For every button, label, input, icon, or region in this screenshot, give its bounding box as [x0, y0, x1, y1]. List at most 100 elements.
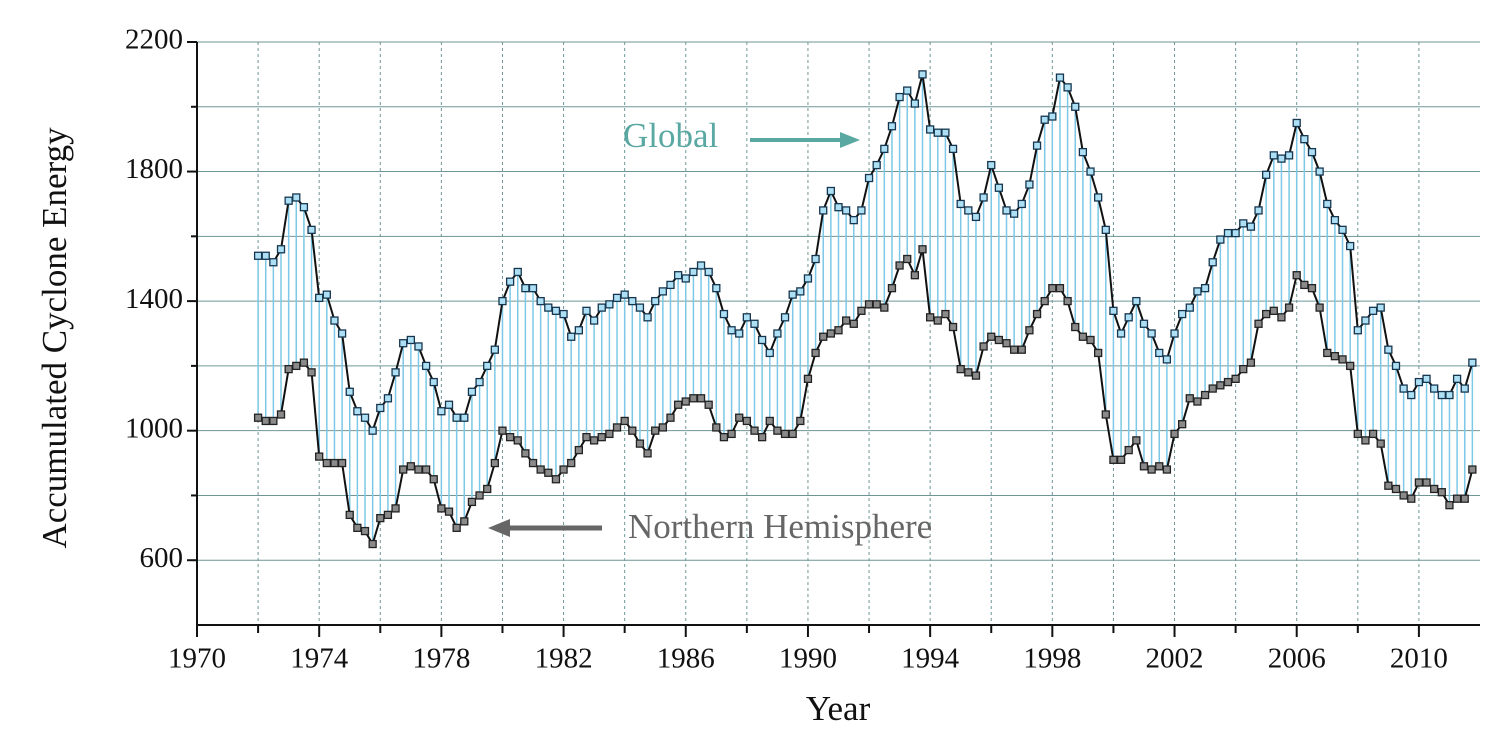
marker [880, 144, 889, 154]
marker [452, 523, 461, 532]
marker [475, 377, 484, 387]
marker [1330, 215, 1340, 225]
marker [635, 439, 645, 448]
marker [987, 160, 996, 170]
marker [735, 413, 744, 422]
annotation-arrowhead [840, 132, 860, 148]
marker [1361, 436, 1370, 445]
marker [1094, 348, 1103, 358]
marker [1002, 206, 1011, 215]
marker [1032, 141, 1042, 150]
marker [712, 284, 721, 293]
marker [857, 206, 866, 215]
y-axis-title: Accumulated Cyclone Energy [35, 127, 74, 549]
marker [1170, 429, 1179, 439]
marker [1414, 377, 1424, 387]
marker [505, 432, 515, 442]
marker [1368, 429, 1378, 439]
series-line [257, 249, 1474, 547]
marker [819, 332, 828, 341]
marker [337, 458, 347, 468]
marker [1452, 374, 1462, 383]
marker [345, 387, 354, 396]
marker [880, 303, 889, 312]
marker [1025, 326, 1034, 335]
marker [1284, 151, 1294, 160]
marker [1208, 384, 1217, 393]
marker [971, 371, 981, 380]
marker [925, 125, 935, 134]
x-tick-label: 2010 [1390, 643, 1448, 675]
marker [383, 510, 393, 520]
marker [742, 313, 752, 322]
marker [1216, 235, 1225, 244]
marker [605, 429, 614, 439]
marker [299, 358, 309, 367]
marker [1437, 488, 1446, 497]
marker [345, 510, 354, 520]
marker [811, 348, 820, 358]
marker [1292, 271, 1301, 280]
marker [780, 429, 790, 439]
marker [544, 303, 553, 312]
annotation: Northern Hemisphere [628, 507, 932, 546]
marker [1193, 287, 1202, 296]
marker [261, 416, 270, 426]
marker [1437, 390, 1446, 400]
marker [528, 458, 538, 468]
marker [834, 203, 843, 212]
marker [1323, 199, 1332, 209]
x-tick-label: 1998 [1023, 643, 1081, 675]
marker [788, 290, 797, 299]
marker [979, 342, 988, 351]
marker [803, 274, 813, 283]
marker [788, 429, 797, 439]
marker [567, 332, 576, 341]
marker [643, 449, 652, 458]
marker [498, 426, 507, 435]
marker [315, 293, 324, 303]
marker [376, 403, 385, 413]
marker [834, 326, 843, 335]
marker [1101, 225, 1110, 235]
marker [1239, 364, 1248, 374]
marker [353, 407, 362, 416]
marker [1078, 332, 1088, 341]
marker [1239, 219, 1248, 228]
marker [391, 368, 400, 377]
marker [612, 293, 622, 303]
marker [635, 303, 645, 312]
marker [918, 70, 927, 79]
marker [1071, 102, 1080, 111]
marker [803, 374, 813, 383]
marker [1147, 465, 1156, 474]
marker [1185, 303, 1194, 312]
marker [910, 99, 920, 108]
marker [994, 335, 1004, 345]
marker [1460, 494, 1469, 503]
marker [460, 413, 469, 422]
marker [437, 504, 446, 513]
marker [872, 160, 881, 170]
marker [964, 206, 973, 215]
marker [933, 128, 942, 137]
marker [429, 377, 438, 387]
x-tick-label: 1974 [290, 643, 349, 675]
marker [1223, 228, 1233, 238]
marker [681, 274, 690, 283]
marker [696, 261, 706, 270]
marker [1353, 429, 1362, 439]
marker [307, 368, 316, 377]
annotation-arrowhead [488, 519, 510, 537]
marker [1040, 115, 1049, 124]
marker [1132, 296, 1141, 306]
marker [1178, 420, 1187, 429]
marker [1017, 199, 1026, 209]
marker [406, 462, 415, 471]
marker [269, 416, 278, 426]
marker [780, 313, 790, 322]
marker [1170, 329, 1179, 338]
marker [536, 465, 545, 474]
marker [1430, 384, 1439, 393]
marker [284, 364, 293, 374]
